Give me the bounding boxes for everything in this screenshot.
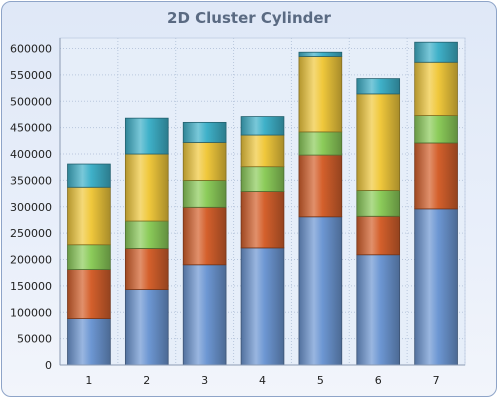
bar-segment	[240, 166, 285, 192]
x-tick-label: 6	[375, 374, 382, 387]
bar-segment	[67, 244, 111, 270]
bar-segment	[356, 215, 401, 256]
x-tick-label: 3	[201, 374, 208, 387]
bar-segment	[298, 131, 343, 156]
y-tick-label: 400000	[10, 148, 52, 161]
bar-segment	[67, 269, 111, 319]
bar-segment	[240, 191, 285, 249]
bar-segment	[67, 163, 111, 188]
y-tick-label: 0	[45, 359, 52, 372]
bar-segment	[414, 61, 458, 116]
bar-segment	[298, 154, 343, 218]
bar-segment	[414, 115, 458, 144]
bar-segment	[124, 153, 169, 222]
bar-segment	[414, 208, 458, 366]
bar-segment	[414, 142, 458, 210]
y-tick-label: 200000	[10, 254, 52, 267]
bar-segment	[356, 78, 401, 95]
bar-segment	[124, 117, 169, 155]
x-tick-label: 2	[143, 374, 150, 387]
bar-segment	[240, 116, 285, 136]
bar-segment	[182, 180, 227, 208]
y-tick-label: 250000	[10, 227, 52, 240]
bar-segment	[298, 216, 343, 366]
y-tick-label: 350000	[10, 174, 52, 187]
bar-segment	[298, 56, 343, 133]
bar-segment	[298, 51, 343, 57]
bar-segment	[182, 142, 227, 181]
bar-chart: 0500001000001500002000002500003000003500…	[10, 37, 466, 387]
x-tick-label: 7	[433, 374, 440, 387]
bar-segment	[414, 41, 458, 63]
chart-title: 2D Cluster Cylinder	[167, 9, 331, 27]
y-tick-label: 550000	[10, 69, 52, 82]
y-tick-label: 500000	[10, 95, 52, 108]
bar-segment	[124, 248, 169, 290]
bar-segment	[124, 220, 169, 249]
bar-segment	[124, 289, 169, 366]
x-tick-label: 5	[317, 374, 324, 387]
bar-segment	[67, 318, 111, 366]
bar-segment	[240, 134, 285, 168]
bar-segment	[240, 247, 285, 366]
y-tick-label: 150000	[10, 280, 52, 293]
y-tick-label: 600000	[10, 43, 52, 56]
bar-segment	[67, 186, 111, 246]
bar-segment	[182, 264, 227, 366]
y-tick-label: 450000	[10, 122, 52, 135]
y-tick-label: 50000	[17, 333, 52, 346]
bar-segment	[182, 206, 227, 266]
x-tick-label: 4	[259, 374, 266, 387]
bar-segment	[356, 190, 401, 217]
y-tick-label: 300000	[10, 201, 52, 214]
y-tick-label: 100000	[10, 306, 52, 319]
bar-segment	[182, 121, 227, 143]
bar-segment	[356, 254, 401, 366]
bar-segment	[356, 93, 401, 191]
x-tick-label: 1	[85, 374, 92, 387]
